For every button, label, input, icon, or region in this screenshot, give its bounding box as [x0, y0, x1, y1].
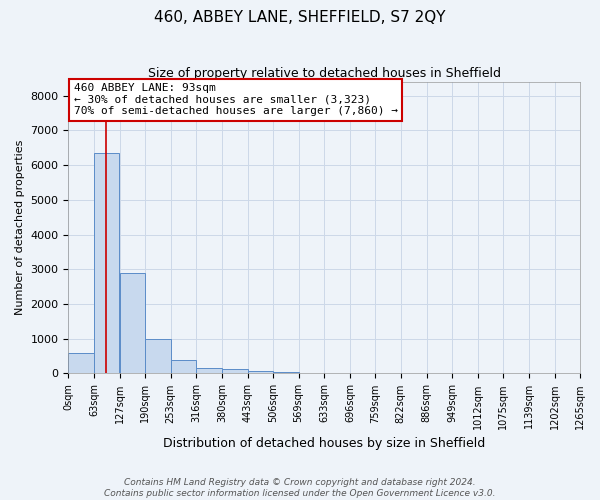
Text: 460 ABBEY LANE: 93sqm
← 30% of detached houses are smaller (3,323)
70% of semi-d: 460 ABBEY LANE: 93sqm ← 30% of detached …: [74, 83, 398, 116]
Y-axis label: Number of detached properties: Number of detached properties: [15, 140, 25, 315]
Bar: [273, 372, 299, 374]
Bar: [196, 368, 221, 374]
Bar: [222, 370, 248, 374]
Text: 460, ABBEY LANE, SHEFFIELD, S7 2QY: 460, ABBEY LANE, SHEFFIELD, S7 2QY: [154, 10, 446, 25]
Text: Contains HM Land Registry data © Crown copyright and database right 2024.
Contai: Contains HM Land Registry data © Crown c…: [104, 478, 496, 498]
Bar: [120, 272, 145, 374]
X-axis label: Distribution of detached houses by size in Sheffield: Distribution of detached houses by size …: [163, 437, 485, 450]
Bar: [94, 153, 119, 374]
Bar: [68, 352, 94, 374]
Bar: [145, 338, 171, 374]
Bar: [248, 371, 273, 374]
Title: Size of property relative to detached houses in Sheffield: Size of property relative to detached ho…: [148, 68, 501, 80]
Bar: [171, 360, 196, 374]
